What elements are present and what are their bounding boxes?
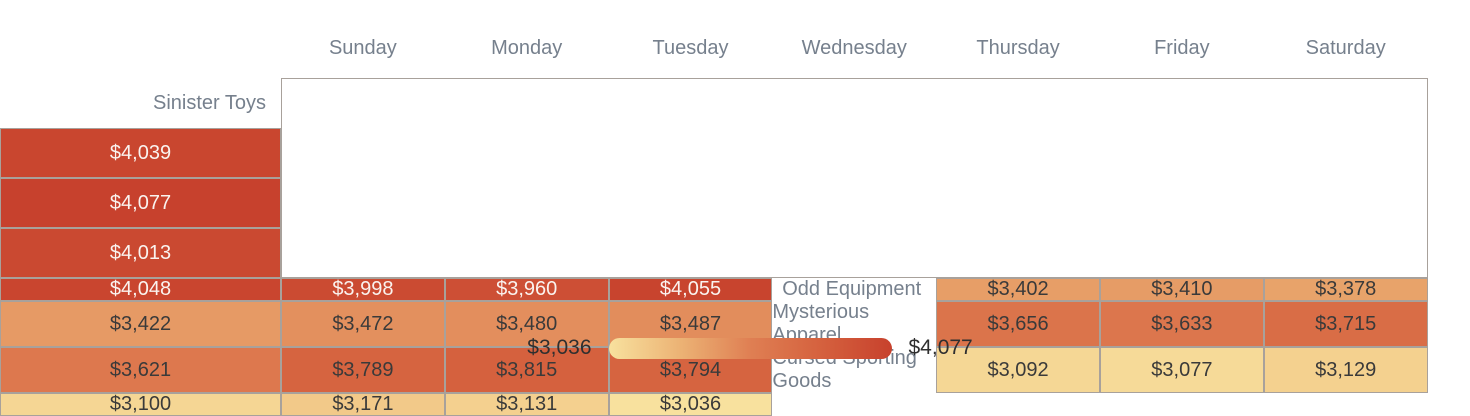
- heatmap-cell-odd-equipment-wednesday: $3,422: [0, 301, 281, 347]
- legend-gradient-bar: [608, 337, 892, 359]
- legend-max-label: $4,077: [908, 336, 973, 359]
- heatmap-cell-mysterious-apparel-tuesday: $3,715: [1263, 301, 1428, 347]
- heatmap-cell-odd-equipment-monday: $3,410: [1099, 278, 1264, 301]
- heatmap-cell-mysterious-apparel-thursday: $3,789: [281, 347, 445, 393]
- heatmap-cell-cursed-sporting-goods-wednesday: $3,100: [0, 393, 281, 416]
- heatmap-cell-cursed-sporting-goods-friday: $3,131: [444, 393, 609, 416]
- column-header-saturday: Saturday: [1305, 36, 1386, 59]
- row-label-odd-equipment: Odd Equipment: [782, 278, 922, 300]
- heatmap-cell-mysterious-apparel-sunday: $3,656: [936, 301, 1100, 347]
- heatmap-cell-sinister-toys-thursday: $3,998: [281, 278, 445, 301]
- heatmap-cell-cursed-sporting-goods-tuesday: $3,129: [1263, 347, 1428, 393]
- column-header-tuesday: Tuesday: [652, 36, 729, 59]
- heatmap-cell-mysterious-apparel-friday: $3,815: [444, 347, 609, 393]
- column-header-friday: Friday: [1154, 36, 1210, 59]
- color-legend: $3,036 $4,077: [0, 336, 1470, 360]
- heatmap-cell-sinister-toys-tuesday: $4,013: [0, 228, 281, 278]
- heatmap-cell-sinister-toys-sunday: $4,039: [0, 128, 281, 178]
- row-label-sinister-toys: Sinister Toys: [152, 91, 266, 114]
- column-header-sunday: Sunday: [328, 36, 397, 59]
- heatmap-cell-odd-equipment-tuesday: $3,378: [1263, 278, 1428, 301]
- heatmap-cell-sinister-toys-wednesday: $4,048: [0, 278, 281, 301]
- column-header-thursday: Thursday: [976, 36, 1060, 59]
- heatmap-cell-sinister-toys-monday: $4,077: [0, 178, 281, 228]
- heatmap-outline: [281, 78, 1428, 278]
- heatmap-cell-cursed-sporting-goods-sunday: $3,092: [936, 347, 1100, 393]
- heatmap-cell-mysterious-apparel-wednesday: $3,621: [0, 347, 281, 393]
- heatmap-cell-sinister-toys-saturday: $4,055: [608, 278, 773, 301]
- column-header-monday: Monday: [491, 36, 563, 59]
- legend-min-label: $3,036: [527, 336, 592, 359]
- corner-spacer: [0, 24, 281, 78]
- heatmap-cell-odd-equipment-friday: $3,480: [444, 301, 609, 347]
- heatmap-cell-odd-equipment-thursday: $3,472: [281, 301, 445, 347]
- heatmap-cell-cursed-sporting-goods-saturday: $3,036: [608, 393, 773, 416]
- heatmap-cell-mysterious-apparel-monday: $3,633: [1099, 301, 1264, 347]
- heatmap-cell-cursed-sporting-goods-monday: $3,077: [1099, 347, 1264, 393]
- heatmap-cell-odd-equipment-sunday: $3,402: [936, 278, 1100, 301]
- heatmap-cell-sinister-toys-friday: $3,960: [444, 278, 609, 301]
- heatmap-cell-cursed-sporting-goods-thursday: $3,171: [281, 393, 445, 416]
- column-header-wednesday: Wednesday: [801, 36, 907, 59]
